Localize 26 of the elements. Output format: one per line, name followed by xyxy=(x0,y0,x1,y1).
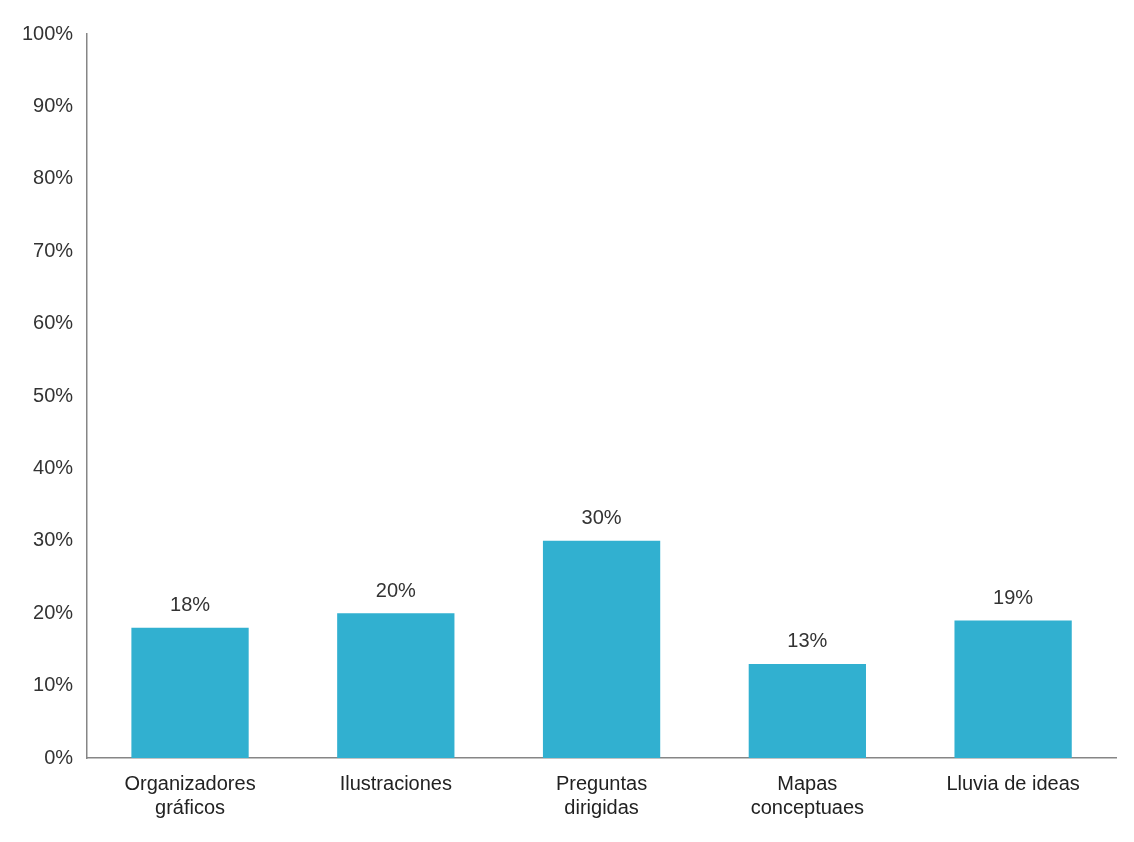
x-tick-label: Preguntas dirigidas xyxy=(555,771,648,818)
data-label: 18% xyxy=(170,593,211,616)
data-label: 20% xyxy=(375,578,417,601)
y-tick-label: 10% xyxy=(33,673,74,696)
bar xyxy=(337,613,455,758)
y-tick-label: 20% xyxy=(33,600,74,623)
data-label: 19% xyxy=(993,585,1034,608)
y-tick-label: 80% xyxy=(33,166,74,189)
y-tick-label: 30% xyxy=(33,528,74,551)
x-tick-label: Lluvia de ideas xyxy=(946,771,1080,794)
bar xyxy=(748,663,866,758)
data-label: 13% xyxy=(787,629,828,652)
y-tick-label: 70% xyxy=(33,238,74,261)
data-label: 30% xyxy=(581,506,622,529)
y-tick-label: 40% xyxy=(33,455,74,478)
x-tick-label: Organizadores gráficos xyxy=(124,771,256,818)
bar xyxy=(131,627,249,758)
y-tick-label: 50% xyxy=(33,383,74,406)
bar xyxy=(954,620,1072,758)
y-tick-label: 100% xyxy=(22,21,74,44)
y-tick-label: 60% xyxy=(33,311,74,334)
x-tick-label: Mapas conceptuaes xyxy=(750,771,865,818)
x-tick-label: Ilustraciones xyxy=(339,771,452,794)
bar xyxy=(542,540,661,758)
y-tick-label: 0% xyxy=(44,745,74,768)
y-tick-label: 90% xyxy=(33,93,74,116)
